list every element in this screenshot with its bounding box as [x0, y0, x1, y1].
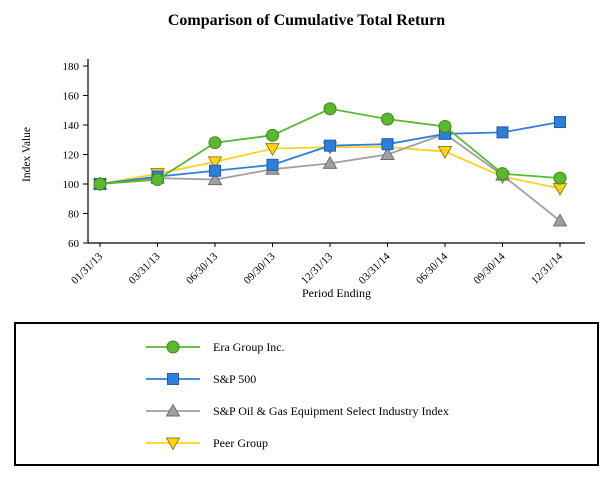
chart-title: Comparison of Cumulative Total Return — [167, 12, 446, 29]
marker-square — [167, 373, 179, 385]
marker-triangle-up — [322, 155, 338, 169]
marker-square — [496, 126, 509, 139]
legend-label: Era Group Inc. — [213, 339, 285, 354]
x-tick-label: 01/31/13 — [69, 250, 105, 286]
y-tick-label: 180 — [63, 61, 80, 73]
x-tick-label: 06/30/14 — [414, 250, 450, 286]
x-tick-label: 03/31/14 — [356, 250, 392, 286]
marker-triangle-down — [165, 437, 181, 451]
line-chart: 60 80 100 120 140 160 180 01/31/13 03/31/13 06/30… — [21, 59, 585, 300]
legend-marker-circle — [146, 340, 200, 354]
marker-square — [554, 116, 566, 129]
legend-box: Era Group Inc. S&P 500 S&P Oil & Gas Equip… — [14, 322, 599, 466]
y-tick-label: 80 — [68, 209, 80, 221]
marker-circle — [438, 119, 452, 133]
legend-label: S&P Oil & Gas Equipment Select Industry … — [213, 403, 449, 418]
marker-square — [266, 158, 279, 171]
legend-label: Peer Group — [213, 435, 268, 450]
y-axis-title: Index Value — [21, 127, 33, 182]
marker-square — [381, 138, 394, 151]
legend-marker-triangle-down — [146, 437, 200, 451]
x-axis-title: Period Ending — [302, 286, 371, 300]
marker-circle — [381, 112, 394, 126]
legend-item: S&P 500 — [16, 363, 597, 395]
legend-item: Peer Group — [16, 427, 597, 459]
marker-triangle-down — [265, 143, 280, 157]
x-tick-label: 09/30/13 — [241, 250, 277, 286]
marker-circle — [266, 128, 279, 142]
marker-circle — [93, 177, 107, 191]
marker-circle — [166, 340, 180, 354]
legend-label: S&P 500 — [213, 371, 257, 386]
legend-marker-triangle-up — [146, 403, 200, 417]
marker-triangle-down — [437, 146, 453, 160]
marker-triangle-up — [552, 213, 568, 227]
marker-circle — [208, 136, 222, 150]
y-tick-label: 100 — [63, 179, 80, 191]
marker-triangle-down — [552, 182, 568, 196]
x-tick-label: 12/31/13 — [299, 250, 335, 286]
y-tick-label: 60 — [68, 238, 80, 250]
y-tick-label: 160 — [63, 91, 80, 103]
x-tick-label: 12/31/14 — [529, 250, 565, 286]
legend-item: S&P Oil & Gas Equipment Select Industry … — [16, 395, 597, 427]
marker-circle — [151, 173, 164, 187]
y-tick-label: 140 — [63, 120, 80, 132]
marker-triangle-down — [207, 156, 223, 170]
marker-circle — [496, 167, 509, 181]
y-tick-label: 120 — [63, 150, 80, 162]
x-tick-label: 09/30/14 — [471, 250, 507, 286]
marker-triangle-up — [165, 403, 181, 417]
marker-square — [324, 139, 336, 152]
marker-circle — [553, 171, 567, 185]
x-tick-label: 03/31/13 — [126, 250, 162, 286]
marker-triangle-up — [207, 172, 223, 186]
marker-circle — [323, 102, 337, 116]
legend-item: Era Group Inc. — [16, 331, 597, 363]
x-tick-label: 06/30/13 — [184, 250, 220, 286]
legend-marker-square — [146, 373, 200, 385]
marker-triangle-up — [380, 146, 395, 160]
marker-square — [209, 164, 221, 177]
